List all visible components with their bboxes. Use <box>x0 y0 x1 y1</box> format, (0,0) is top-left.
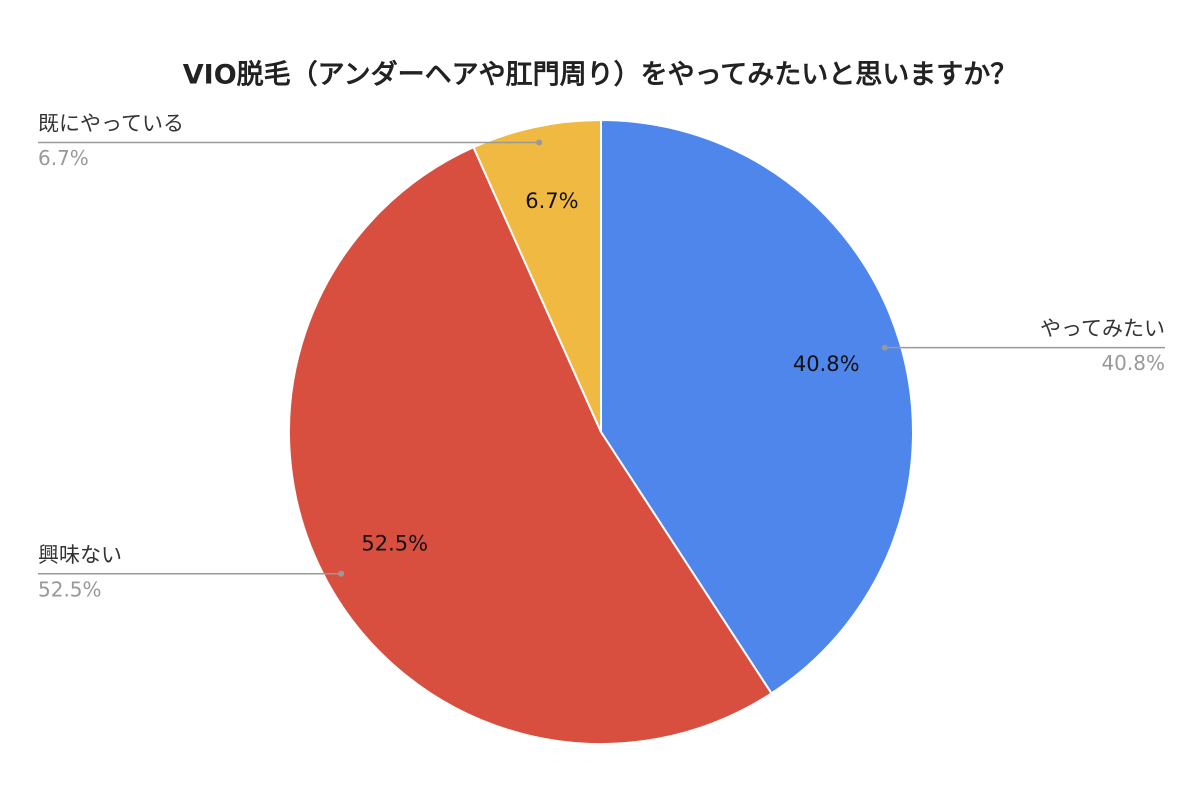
callout-name: 興味ない <box>38 543 122 567</box>
callout-value: 6.7% <box>38 146 89 170</box>
callout-dot <box>881 344 888 351</box>
callout-value: 40.8% <box>1101 351 1165 375</box>
pie-slice <box>288 145 773 745</box>
slice-label: 52.5% <box>361 532 428 556</box>
callout-name: やってみたい <box>1040 317 1165 341</box>
callout-dot <box>338 570 345 577</box>
callout-dot <box>536 139 543 146</box>
callout-name: 既にやっている <box>38 112 184 136</box>
pie-slice <box>472 118 602 433</box>
slice-label: 40.8% <box>793 352 860 376</box>
callout-value: 52.5% <box>38 577 102 601</box>
slice-label: 6.7% <box>525 189 578 213</box>
chart-title: VIO脱毛（アンダーヘアや肛門周り）をやってみたいと思いますか？ <box>183 59 1017 91</box>
